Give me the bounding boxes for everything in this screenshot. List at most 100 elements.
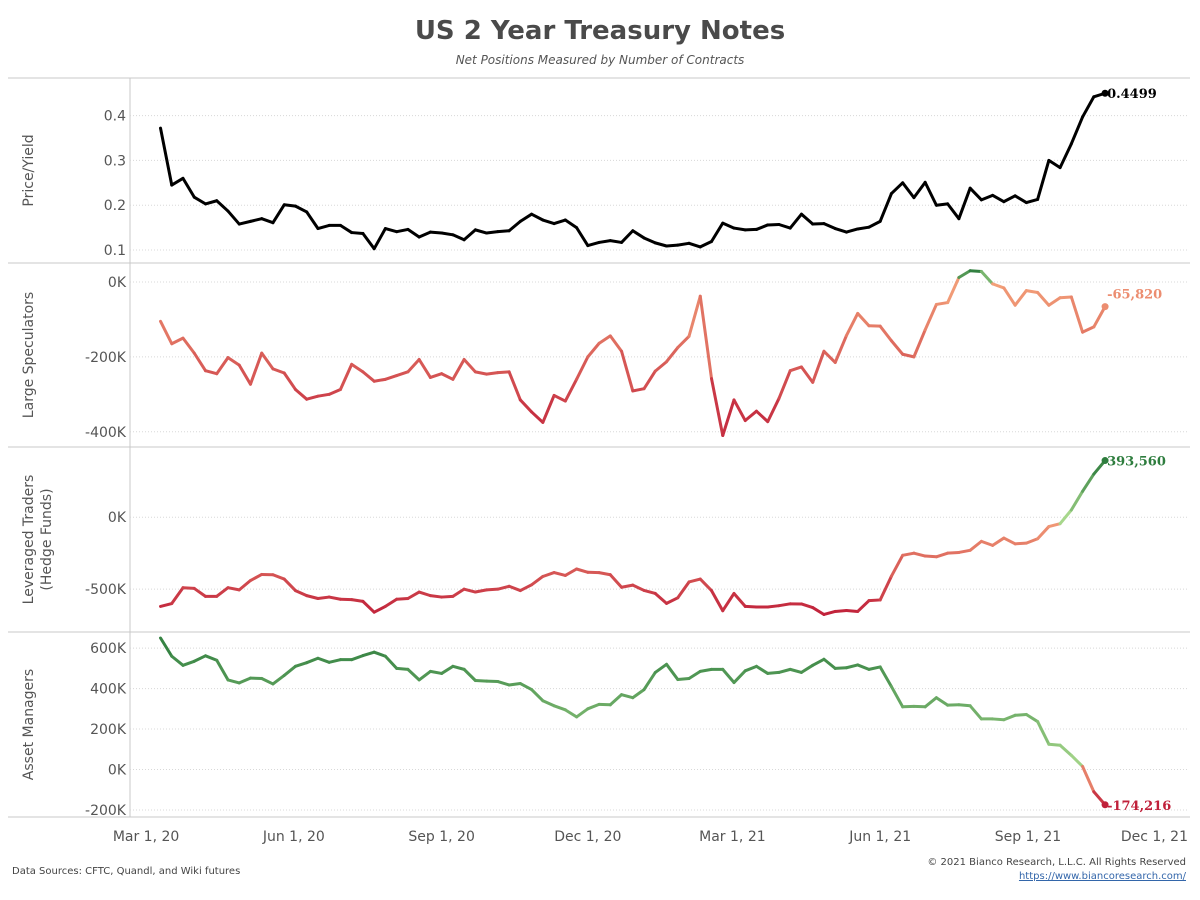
series-segment (968, 269, 983, 273)
series-segment (631, 688, 646, 700)
y-tick-label: 0.3 (104, 153, 126, 169)
copyright-text: © 2021 Bianco Research, L.L.C. All Right… (927, 857, 1186, 868)
series-segment (451, 357, 466, 381)
series-segment (844, 608, 860, 613)
series-segment (946, 275, 961, 305)
series-segment (653, 360, 669, 373)
series-segment (541, 393, 556, 424)
series-segment (159, 319, 174, 346)
series-segment (563, 377, 579, 403)
series-segment (912, 180, 927, 200)
x-tick-label: Mar 1, 20 (113, 829, 180, 845)
series-segment (934, 551, 950, 559)
series-segment (620, 349, 635, 393)
series-segment (608, 239, 624, 244)
series-segment (204, 654, 219, 662)
series-segment (237, 219, 252, 226)
series-segment (1013, 541, 1028, 546)
series-segment (878, 324, 893, 343)
series-segment (642, 588, 657, 595)
series-segment (721, 398, 736, 438)
series-segment (844, 663, 860, 670)
x-tick-label: Jun 1, 20 (262, 829, 325, 845)
series-segment (923, 302, 938, 332)
series-segment (451, 233, 466, 242)
series-segment (1013, 289, 1028, 307)
series-segment (811, 606, 826, 616)
panel-axis-title: Large Speculators (21, 292, 37, 418)
series-segment (620, 229, 635, 244)
y-tick-label: -500K (85, 582, 127, 598)
series-segment (215, 199, 230, 213)
series-segment (159, 126, 174, 187)
series-segment (788, 212, 803, 230)
series-segment (676, 676, 691, 681)
series-segment (507, 584, 522, 593)
series-segment (462, 228, 477, 242)
series-segment (440, 664, 455, 675)
series-segment (496, 229, 511, 234)
series-segment (743, 664, 758, 673)
series-segment (383, 597, 399, 608)
series-segment (406, 667, 421, 682)
series-segment (923, 180, 938, 207)
series-segment (1024, 712, 1040, 724)
series-segment (372, 377, 387, 383)
series-segment (968, 704, 983, 721)
end-value-label: -65,820 (1107, 288, 1162, 303)
series-segment (642, 369, 657, 391)
series-segment (1081, 472, 1096, 493)
series-segment (665, 346, 680, 364)
series-segment (170, 586, 185, 606)
series-segment (1036, 720, 1051, 746)
series-segment (181, 336, 196, 355)
x-tick-label: Dec 1, 20 (554, 829, 621, 845)
series-segment (451, 587, 466, 598)
series-segment (226, 586, 241, 592)
series-segment (1058, 142, 1073, 170)
series-segment (844, 227, 860, 234)
data-sources-note: Data Sources: CFTC, Quandl, and Wiki fut… (12, 866, 241, 877)
series-segment (192, 351, 207, 373)
series-segment (878, 574, 893, 602)
series-segment (260, 676, 275, 686)
series-segment (777, 667, 792, 674)
series-segment (383, 374, 399, 381)
series-segment (1013, 712, 1028, 717)
series-segment (395, 666, 410, 671)
x-tick-label: Sep 1, 20 (408, 829, 474, 845)
series-segment (777, 602, 792, 608)
series-segment (271, 673, 286, 686)
series-segment (372, 227, 387, 251)
series-segment (552, 704, 567, 712)
series-segment (327, 658, 342, 664)
series-segment (766, 670, 781, 675)
series-segment (698, 577, 714, 593)
series-segment (665, 243, 680, 248)
series-segment (496, 584, 511, 591)
series-segment (608, 693, 624, 707)
series-segment (957, 186, 972, 221)
series-segment (563, 218, 579, 230)
series-segment (417, 669, 432, 682)
series-segment (844, 311, 860, 338)
panel-asset-managers: 600K 400K 200K 0K -200K Asset Managers -174,21… (21, 636, 1187, 819)
series-segment (1081, 764, 1096, 794)
series-segment (698, 667, 714, 673)
series-segment (856, 663, 871, 671)
series-segment (698, 240, 714, 249)
series-segment (271, 573, 286, 581)
series-segment (946, 550, 961, 555)
series-segment (991, 193, 1006, 204)
series-segment (653, 662, 669, 674)
series-segment (192, 195, 207, 206)
series-segment (462, 357, 477, 374)
website-link[interactable]: https://www.biancoresearch.com/ (1018, 871, 1186, 882)
series-segment (889, 181, 905, 196)
series-segment (856, 599, 871, 613)
series-segment (653, 241, 669, 248)
series-segment (721, 667, 736, 685)
series-segment (282, 203, 297, 208)
series-segment (406, 590, 421, 600)
